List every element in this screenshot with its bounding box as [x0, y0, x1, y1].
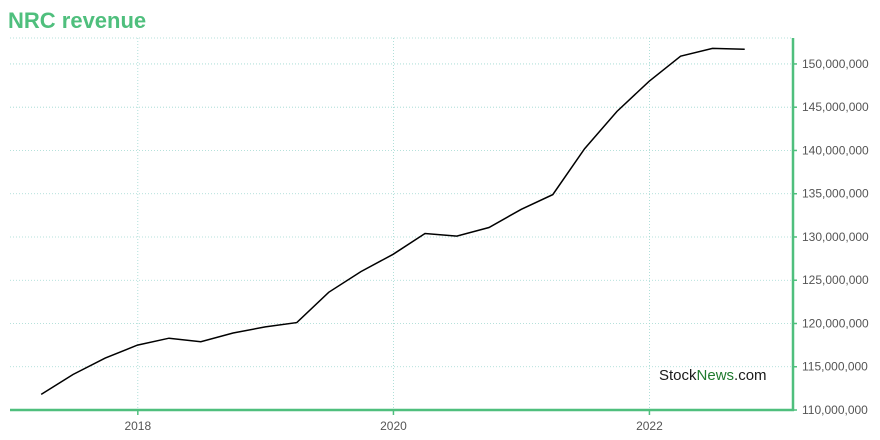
y-tick-labels: 110,000,000 115,000,000 120,000,000 125,000… [802, 57, 869, 417]
watermark-news: News [697, 367, 735, 384]
watermark-com: .com [734, 367, 767, 384]
x-tick-label: 2022 [636, 419, 663, 433]
series-group [40, 47, 745, 396]
series-line [40, 47, 745, 396]
y-tick-label: 145,000,000 [802, 100, 869, 114]
y-tick-label: 120,000,000 [802, 316, 869, 330]
x-tick-labels: 2018 2020 2022 [124, 419, 663, 433]
grid [10, 37, 793, 411]
y-tick-label: 150,000,000 [802, 57, 869, 71]
y-tick-label: 125,000,000 [802, 273, 869, 287]
y-tick-label: 130,000,000 [802, 230, 869, 244]
x-tick-label: 2018 [124, 419, 151, 433]
y-tick-label: 115,000,000 [802, 360, 868, 374]
watermark: StockNews.com [659, 367, 767, 384]
y-tick-label: 135,000,000 [802, 187, 869, 201]
y-tick-label: 140,000,000 [802, 143, 869, 157]
axes [10, 38, 797, 415]
chart-title: NRC revenue [8, 8, 147, 33]
x-tick-label: 2020 [380, 419, 407, 433]
y-tick-label: 110,000,000 [802, 403, 868, 417]
watermark-stock: Stock [659, 367, 697, 384]
